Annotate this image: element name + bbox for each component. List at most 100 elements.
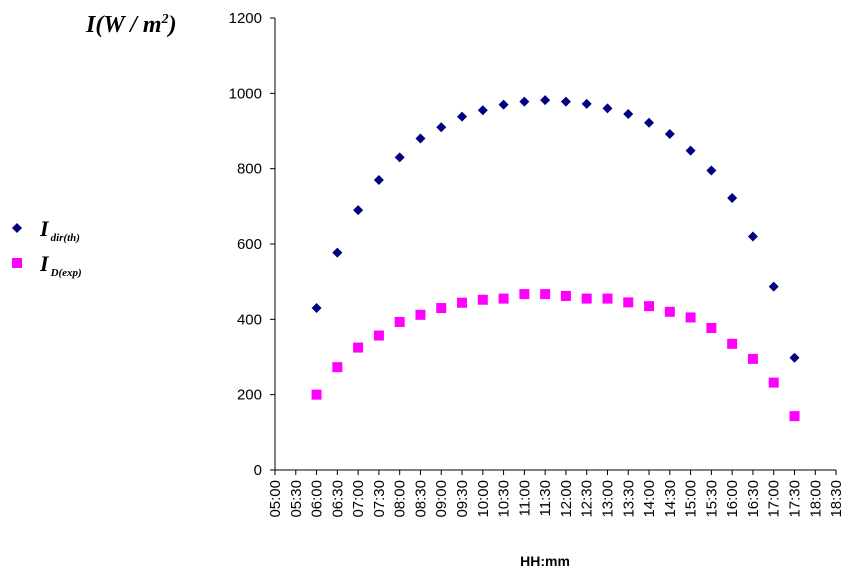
series-0 bbox=[311, 95, 800, 363]
x-tick-label: 06:30 bbox=[329, 480, 346, 518]
diamond-point bbox=[747, 231, 758, 242]
diamond-point bbox=[623, 109, 634, 120]
square-point bbox=[394, 316, 405, 327]
x-tick-label: 12:30 bbox=[579, 480, 596, 518]
x-tick-label: 09:30 bbox=[454, 480, 471, 518]
diamond-point bbox=[311, 303, 322, 314]
diamond-point bbox=[706, 165, 717, 176]
square-point bbox=[623, 297, 634, 308]
diamond-point bbox=[560, 96, 571, 107]
square-point bbox=[353, 342, 364, 353]
y-tick-label: 200 bbox=[237, 387, 262, 404]
square-point bbox=[581, 293, 592, 304]
x-tick-label: 07:30 bbox=[371, 480, 388, 518]
square-point bbox=[498, 293, 509, 304]
y-tick-label: 600 bbox=[237, 236, 262, 253]
series bbox=[311, 95, 800, 422]
x-tick-label: 18:00 bbox=[807, 480, 824, 518]
diamond-point bbox=[519, 96, 530, 107]
x-tick-label: 11:00 bbox=[516, 480, 533, 516]
square-point bbox=[311, 389, 322, 400]
diamond-point bbox=[644, 117, 655, 128]
x-tick-label: 16:00 bbox=[724, 480, 741, 518]
diamond-point bbox=[394, 152, 405, 163]
y-ticks: 0 200 400 600 800 1000 1200 bbox=[229, 10, 275, 479]
x-tick-label: 09:00 bbox=[433, 480, 450, 518]
diamond-point bbox=[457, 111, 468, 122]
square-point bbox=[685, 312, 696, 323]
x-tick-label: 15:00 bbox=[683, 480, 700, 518]
x-tick-label: 14:30 bbox=[662, 480, 679, 518]
square-point bbox=[560, 290, 571, 301]
x-tick-label: 17:00 bbox=[766, 480, 783, 518]
legend-label-1: I D(exp) bbox=[39, 251, 82, 279]
x-tick-label: 07:00 bbox=[350, 480, 367, 518]
y-axis-title: I(W / m2) bbox=[85, 12, 177, 38]
diamond-point bbox=[768, 281, 779, 292]
y-axis-title-sup: 2 bbox=[161, 12, 169, 27]
square-point bbox=[789, 411, 800, 422]
diamond-point bbox=[727, 193, 738, 204]
x-tick-label: 17:30 bbox=[787, 480, 804, 518]
x-axis-title: HH:mm bbox=[520, 553, 570, 569]
x-tick-label: 16:30 bbox=[745, 480, 762, 518]
legend-marker-0 bbox=[12, 223, 22, 233]
diamond-point bbox=[540, 95, 551, 106]
x-tick-label: 06:00 bbox=[309, 480, 326, 518]
x-ticks: 05:00 05:30 06:00 06:30 07:00 07:30 08:00 08:30… bbox=[267, 470, 842, 518]
x-tick-label: 13:00 bbox=[599, 480, 616, 518]
diamond-point bbox=[436, 122, 447, 133]
diamond-point bbox=[789, 352, 800, 363]
series-1 bbox=[311, 289, 800, 422]
x-tick-label: 14:00 bbox=[641, 480, 658, 518]
x-tick-label: 08:00 bbox=[392, 480, 409, 518]
y-tick-label: 0 bbox=[254, 462, 262, 479]
square-point bbox=[727, 338, 738, 349]
x-tick-label: 18:30 bbox=[828, 480, 842, 518]
y-tick-label: 800 bbox=[237, 161, 262, 178]
x-tick-label: 11:30 bbox=[537, 480, 554, 516]
y-tick-label: 1200 bbox=[229, 10, 262, 27]
diamond-point bbox=[353, 205, 364, 216]
x-tick-label: 05:00 bbox=[267, 480, 284, 518]
square-point bbox=[519, 289, 530, 300]
square-point bbox=[457, 297, 468, 308]
diamond-point bbox=[498, 99, 509, 110]
square-point bbox=[664, 306, 675, 317]
x-tick-label: 13:30 bbox=[620, 480, 637, 518]
y-tick-label: 1000 bbox=[229, 85, 262, 102]
diamond-point bbox=[664, 129, 675, 140]
y-axis-title-close: ) bbox=[167, 12, 177, 38]
diamond-point bbox=[602, 103, 613, 114]
square-point bbox=[602, 293, 613, 304]
square-point bbox=[477, 294, 488, 305]
square-point bbox=[768, 377, 779, 388]
square-point bbox=[415, 309, 426, 320]
diamond-point bbox=[373, 174, 384, 185]
square-point bbox=[644, 301, 655, 312]
x-tick-label: 08:30 bbox=[412, 480, 429, 518]
y-axis-title-base: I(W / m bbox=[85, 12, 162, 38]
x-tick-label: 12:00 bbox=[558, 480, 575, 518]
diamond-point bbox=[477, 105, 488, 116]
square-point bbox=[436, 303, 447, 314]
diamond-point bbox=[581, 98, 592, 109]
x-tick-label: 10:30 bbox=[496, 480, 513, 518]
x-tick-label: 05:30 bbox=[288, 480, 305, 518]
x-tick-label: 15:30 bbox=[703, 480, 720, 518]
square-point bbox=[540, 289, 551, 300]
diamond-point bbox=[685, 145, 696, 156]
x-tick-label: 10:00 bbox=[475, 480, 492, 518]
axes bbox=[274, 18, 836, 471]
square-point bbox=[706, 322, 717, 333]
square-point bbox=[747, 353, 758, 364]
legend-marker-1 bbox=[12, 258, 22, 268]
square-point bbox=[373, 330, 384, 341]
square-point bbox=[332, 362, 343, 373]
diamond-point bbox=[415, 133, 426, 144]
diamond-point bbox=[332, 247, 343, 258]
svg-text:I(W / m2): I(W / m2) bbox=[85, 12, 177, 38]
